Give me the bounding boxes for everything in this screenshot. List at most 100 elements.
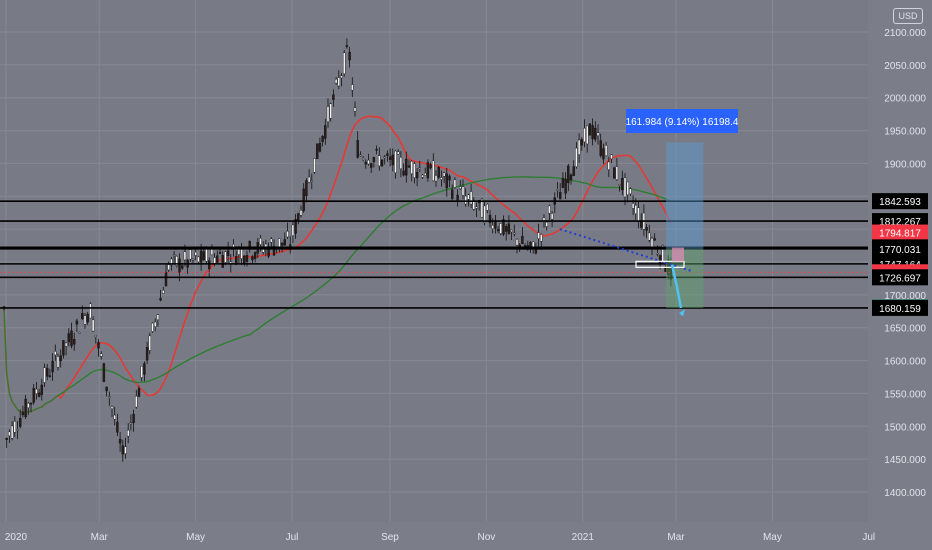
candle-body bbox=[599, 140, 602, 156]
candle-body bbox=[8, 431, 11, 437]
candle-body bbox=[664, 268, 667, 272]
candle-body bbox=[151, 322, 154, 332]
x-tick-label: Mar bbox=[667, 532, 685, 543]
candle-body bbox=[356, 140, 359, 158]
x-tick-label: 2020 bbox=[5, 532, 28, 543]
candle-body bbox=[453, 179, 457, 188]
time-axis[interactable]: 2020 Mar May Jul Sep Nov 2021 Mar May Jul bbox=[0, 522, 875, 550]
candle-body bbox=[99, 353, 103, 357]
candle-body bbox=[105, 386, 108, 392]
candle-body bbox=[432, 160, 435, 182]
candle-body bbox=[629, 188, 632, 195]
candle-body bbox=[405, 158, 408, 176]
candle-body bbox=[594, 127, 597, 140]
candle-body bbox=[70, 330, 73, 347]
candle-body bbox=[316, 143, 319, 159]
candle-body bbox=[302, 188, 305, 211]
candle-body bbox=[623, 177, 627, 198]
candle-body bbox=[24, 398, 27, 418]
candle-body bbox=[367, 159, 370, 165]
candle-body bbox=[413, 163, 416, 178]
price-label: 1770.031 bbox=[879, 245, 921, 256]
y-tick-label: 1400.000 bbox=[884, 488, 926, 499]
currency-badge[interactable]: USD bbox=[893, 8, 923, 24]
price-label-bg[interactable] bbox=[872, 224, 928, 241]
price-label-bg[interactable] bbox=[872, 240, 928, 257]
candle-body bbox=[81, 312, 84, 319]
candle-body bbox=[286, 231, 289, 238]
projection-path[interactable] bbox=[670, 264, 683, 309]
candle-body bbox=[183, 251, 187, 261]
candle-body bbox=[615, 166, 619, 180]
price-axis[interactable]: 1400.000 1450.000 1500.000 1550.000 1600.000… bbox=[868, 0, 932, 550]
position-marker[interactable] bbox=[672, 247, 684, 262]
candle-body bbox=[607, 161, 610, 170]
candle-body bbox=[610, 154, 613, 160]
candle-body bbox=[410, 161, 413, 175]
candle-body bbox=[35, 388, 38, 394]
candle-body bbox=[167, 264, 170, 271]
y-tick-label: 1900.000 bbox=[884, 159, 926, 170]
measure-box-down[interactable] bbox=[666, 248, 704, 308]
candle-body bbox=[148, 335, 152, 351]
candle-body bbox=[129, 422, 133, 425]
candle-body bbox=[305, 180, 308, 197]
candle-body bbox=[634, 205, 637, 214]
price-label-bg[interactable] bbox=[872, 269, 928, 286]
price-label: 1680.159 bbox=[879, 304, 921, 315]
moving-averages bbox=[3, 115, 672, 414]
candle-body bbox=[278, 238, 281, 249]
candle-body bbox=[210, 249, 214, 256]
candle-body bbox=[218, 252, 222, 254]
candle-body bbox=[467, 194, 470, 200]
measure-box[interactable] bbox=[666, 142, 704, 249]
candle-body bbox=[348, 51, 351, 61]
horizontal-levels[interactable] bbox=[0, 200, 868, 309]
candle-body bbox=[418, 167, 421, 170]
candle-body bbox=[291, 224, 295, 237]
trend-line[interactable] bbox=[559, 228, 693, 273]
candle-body bbox=[113, 414, 116, 420]
candle-body bbox=[16, 429, 19, 431]
candle-body bbox=[326, 106, 330, 122]
candle-body bbox=[164, 272, 168, 287]
candle-body bbox=[267, 246, 270, 257]
candle-body bbox=[170, 258, 173, 266]
candle-body bbox=[94, 335, 98, 337]
range-marker[interactable] bbox=[635, 260, 685, 268]
candle-body bbox=[459, 186, 462, 189]
candle-body bbox=[207, 260, 211, 270]
drawing-tools[interactable]: 161.984 (9.14%) 16198.4 bbox=[559, 109, 739, 317]
y-tick-label: 1500.000 bbox=[884, 422, 926, 433]
candle-body bbox=[480, 198, 484, 218]
candle-body bbox=[486, 203, 489, 211]
candle-body bbox=[216, 255, 219, 263]
candle-body bbox=[507, 223, 511, 234]
price-label-bg[interactable] bbox=[872, 193, 928, 210]
candle-body bbox=[510, 229, 513, 233]
candle-body bbox=[653, 238, 656, 241]
candle-body bbox=[110, 406, 114, 409]
candle-body bbox=[572, 166, 575, 176]
candle-body bbox=[575, 147, 578, 167]
price-label: 1794.817 bbox=[879, 229, 921, 240]
candle-body bbox=[253, 252, 257, 259]
candle-body bbox=[329, 103, 332, 119]
candle-body bbox=[394, 150, 397, 173]
x-tick-label: May bbox=[186, 532, 205, 543]
time-axis-panel[interactable] bbox=[0, 522, 868, 550]
price-label-bg[interactable] bbox=[872, 299, 928, 316]
candle-body bbox=[102, 363, 106, 382]
candle-body bbox=[496, 229, 500, 232]
candle-body bbox=[89, 303, 92, 319]
candle-body bbox=[353, 107, 357, 112]
candle-body bbox=[399, 157, 403, 169]
candle-body bbox=[456, 194, 459, 201]
candle-body bbox=[513, 232, 516, 235]
candle-body bbox=[224, 251, 227, 263]
candle-body bbox=[240, 248, 243, 259]
candle-body bbox=[64, 342, 68, 347]
y-tick-label: 2050.000 bbox=[884, 61, 926, 72]
candle-body bbox=[442, 172, 446, 177]
